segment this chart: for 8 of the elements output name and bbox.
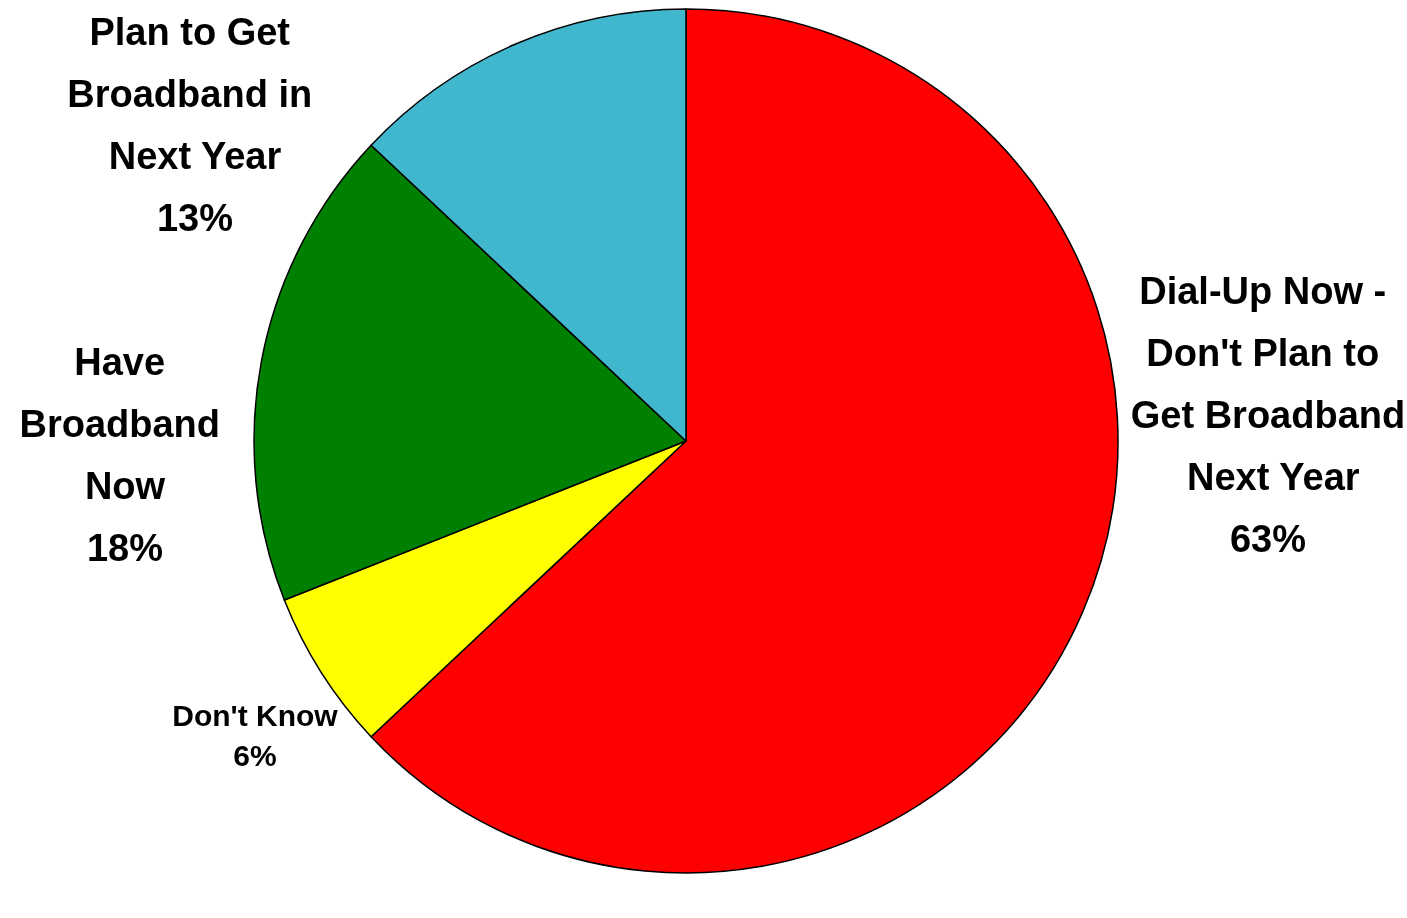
data-label: 63% — [1229, 518, 1307, 560]
slice-label: Plan to Get Broadband in Next Year — [67, 11, 323, 177]
data-label: 13% — [156, 197, 234, 239]
data-label: 18% — [86, 527, 164, 569]
slice-label: Don't Know — [172, 698, 339, 732]
slice-label: Dial-Up Now - Don't Plan to Get Broadband Next Year — [1130, 270, 1406, 498]
data-label: 6% — [233, 738, 277, 772]
slice-label: Have Broadband Now — [19, 341, 231, 507]
